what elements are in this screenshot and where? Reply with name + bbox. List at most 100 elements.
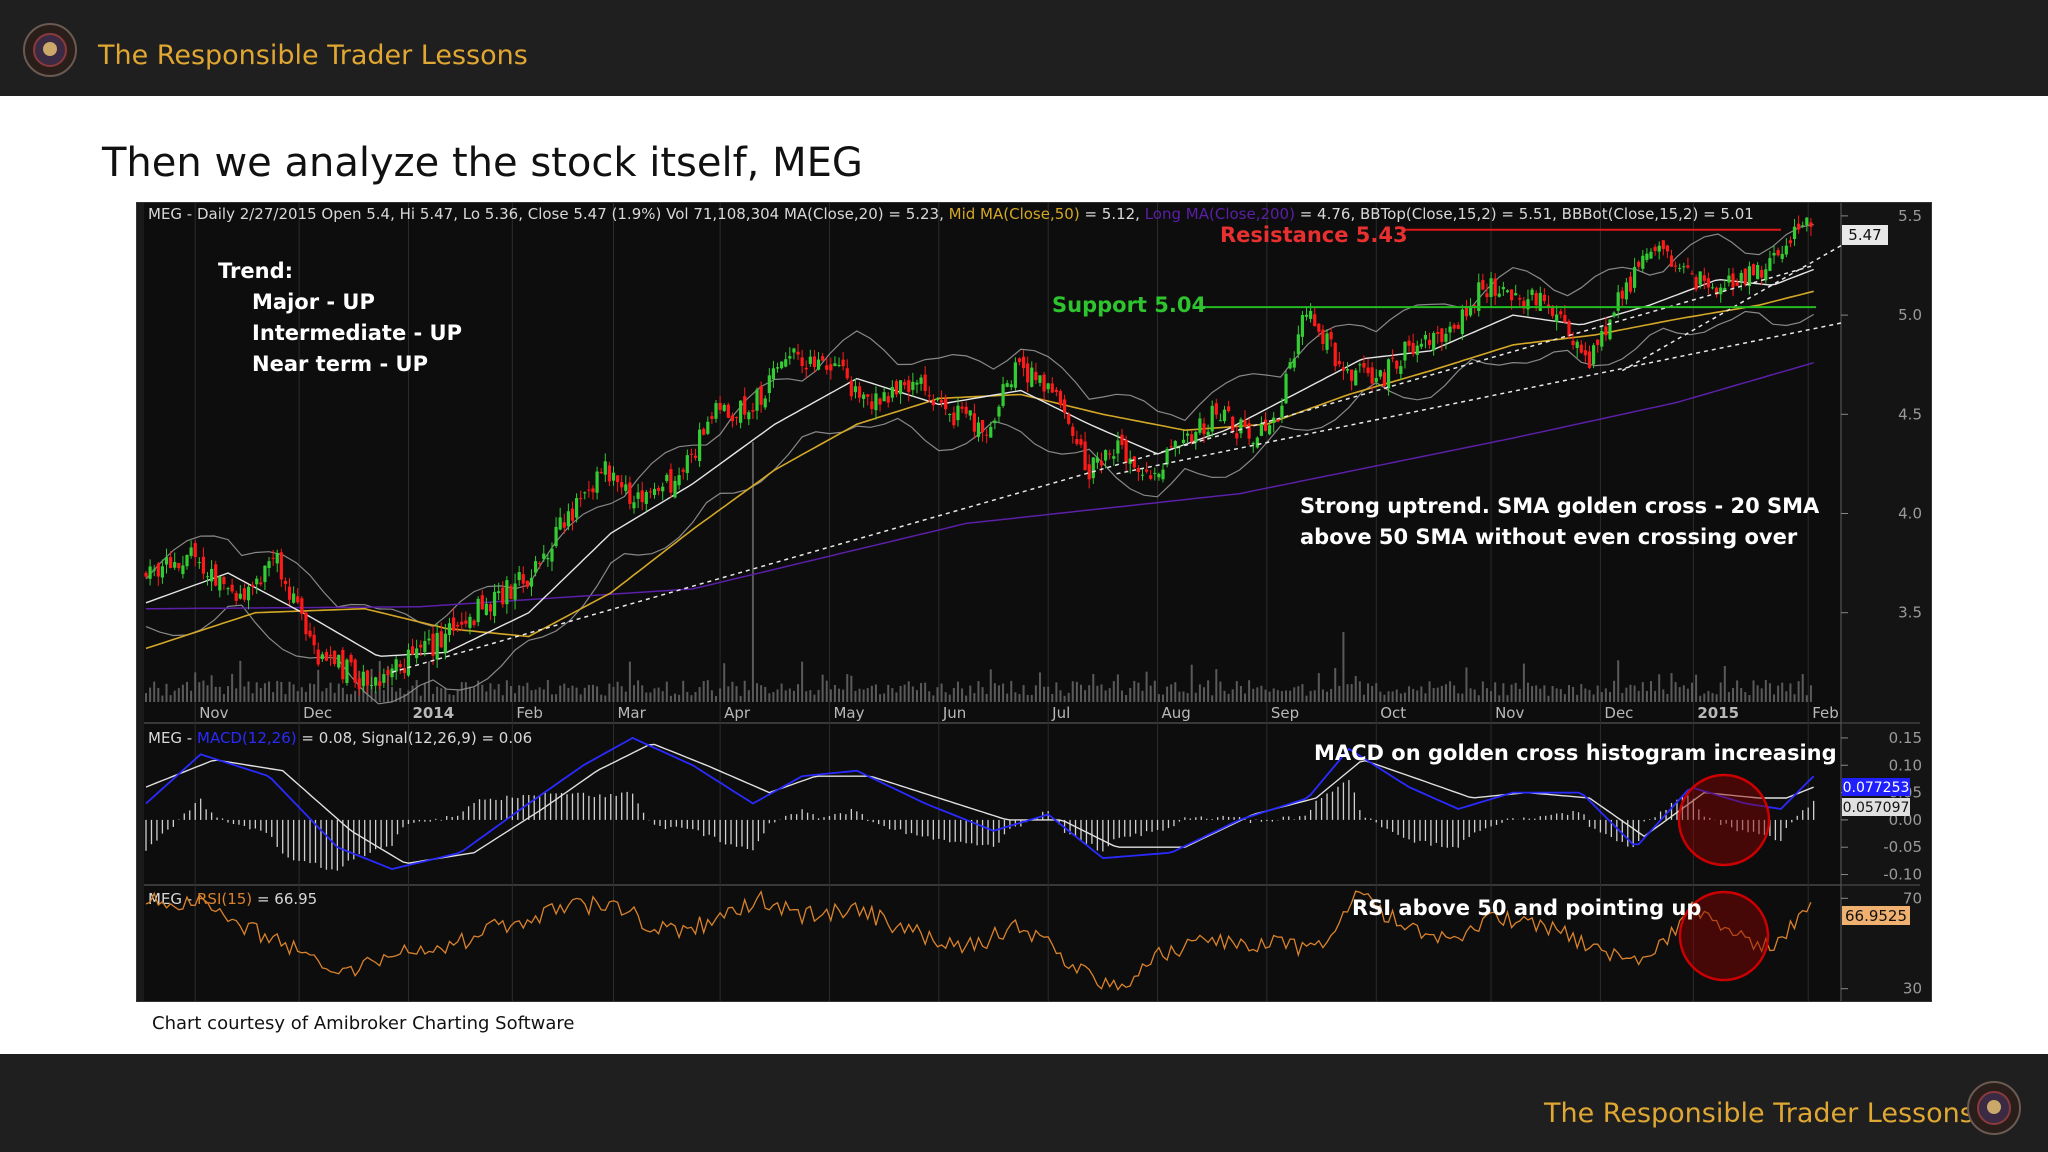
volume-bar [1338,685,1341,702]
volume-bar [1563,694,1566,702]
candle-body [1386,359,1391,389]
volume-bar [1682,685,1685,702]
volume-bar [1481,681,1484,702]
volume-bar [1362,694,1365,702]
volume-bar [436,686,439,702]
volume-bar [1395,689,1398,702]
price-header-ma50: Mid MA(Close,50) [944,205,1080,223]
candle-body [488,604,493,612]
candle-body [927,395,931,397]
candle-body [1485,293,1489,298]
volume-bar [1108,688,1111,702]
candle-body [1259,422,1264,436]
candle-body [1231,416,1235,431]
candle-body [1173,441,1177,448]
candle-body [644,492,648,504]
candle-body [607,465,611,482]
volume-bar [1658,674,1661,702]
candle-body [1538,292,1542,311]
rsi-header-text: = 66.95 [252,890,317,908]
candle-body [657,488,661,491]
candle-body [296,596,300,603]
candle-body [1419,343,1423,347]
volume-bar [1301,684,1304,702]
volume-bar [838,688,841,702]
candle-body [390,668,394,678]
volume-bar [337,683,340,702]
volume-bar [1670,673,1673,702]
candle-body [374,677,378,686]
volume-bar [1137,682,1140,702]
volume-bar [473,687,476,702]
candle-body [689,453,694,455]
candle-body [439,631,443,648]
volume-bar [1645,690,1648,702]
candle-body [419,644,423,648]
volume-bar [1391,691,1394,702]
volume-bar [1403,692,1406,702]
volume-bar [776,689,779,702]
candle-body [1009,384,1013,388]
volume-bar [1043,686,1046,702]
candle-body [878,398,882,405]
volume-bar [1018,694,1021,702]
candle-body [976,422,981,437]
candle-body [283,580,288,585]
volume-bar [489,683,492,702]
candle-body [210,568,214,582]
y-tick-label: 4.0 [1898,505,1922,523]
volume-bar [1518,688,1521,702]
volume-bar [965,695,968,702]
candle-body [1719,287,1723,295]
volume-bar [1285,690,1288,702]
candle-body [1792,226,1797,240]
candle-body [271,557,275,559]
candle-body [263,565,267,583]
volume-bar [870,685,873,702]
volume-bar [571,685,574,702]
candle-body [476,598,480,623]
volume-bar [887,684,890,702]
candle-body [1411,343,1415,354]
volume-bar [1334,667,1337,702]
volume-bar [1559,689,1562,702]
volume-bar [1502,683,1505,702]
volume-bar [1416,690,1419,702]
candle-body [353,659,357,683]
volume-bar [649,692,652,702]
y-axis-panel [1842,202,1932,1002]
candle-body [849,380,853,397]
volume-bar [821,674,824,702]
candle-body [1628,276,1633,292]
volume-bar [948,694,951,702]
volume-bar [1248,680,1251,702]
candle-body [480,595,484,610]
volume-bar [911,686,914,702]
candle-body [1391,357,1395,359]
volume-bar [493,689,496,702]
candle-body [780,361,784,369]
candle-body [259,582,263,585]
candle-body [1579,344,1583,353]
volume-bar [1207,680,1210,702]
volume-bar [1654,690,1657,702]
volume-bar [1461,693,1464,702]
trend-title: Trend: [218,259,293,283]
candle-body [1649,251,1653,259]
candle-body [968,410,972,416]
volume-bar [415,680,418,702]
volume-bar [440,688,443,702]
volume-bar [1051,693,1054,702]
volume-bar [608,683,611,702]
ma50-line [145,290,1814,650]
candle-body [460,621,464,625]
candle-body [242,588,247,600]
candle-body [866,394,870,397]
volume-bar [620,686,623,702]
volume-bar [686,691,689,702]
volume-bar [1190,664,1193,702]
volume-bar [1026,694,1029,702]
candle-body [1674,265,1678,267]
candle-body [935,398,940,400]
volume-bar [1457,693,1460,702]
